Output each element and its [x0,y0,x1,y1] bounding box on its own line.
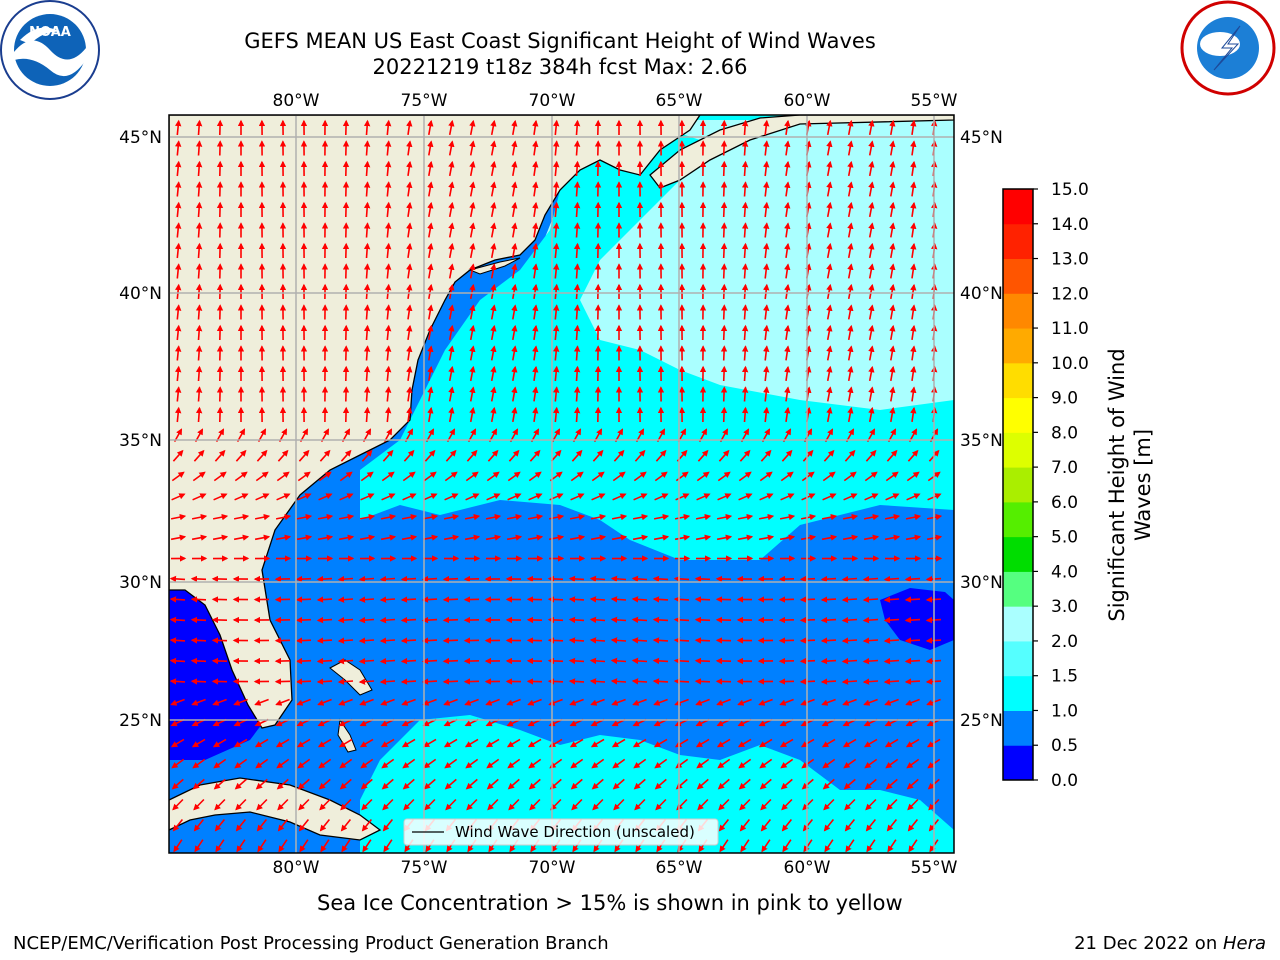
arrow-legend-label: Wind Wave Direction (unscaled) [455,823,695,841]
colorbar-tick-label: 14.0 [1051,215,1089,235]
colorbar-tick-label: 12.0 [1051,284,1089,304]
footer-right: 21 Dec 2022 on Hera [1074,933,1266,954]
colorbar-tick-label: 9.0 [1051,389,1078,409]
colorbar-tick-label: 3.0 [1051,597,1078,617]
land-cuba [169,777,382,841]
land-nova-scotia [649,115,954,189]
lat-label-right: 40°N [960,284,1003,304]
colorbar-segment [1003,675,1033,711]
footer-host: Hera [1222,933,1266,954]
wave-zone-deep-2 [169,585,265,760]
colorbar-segment [1003,571,1033,607]
map-gridlines [169,115,954,853]
svg-text:Waves [m]: Waves [m] [1131,429,1155,541]
colorbar-segment [1003,640,1033,677]
colorbar-segment [1003,397,1033,433]
colorbar: 0.0 0.5 1.0 1.5 2.0 3.0 4.0 5.0 6.0 7.0 8.0 9.0 10.0… [1002,180,1089,791]
colorbar-tick-label: 11.0 [1051,319,1089,339]
lat-label-right: 30°N [960,573,1003,593]
colorbar-segment [1003,467,1033,503]
arrow-legend: Wind Wave Direction (unscaled) [403,818,719,846]
colorbar-tick-label: 1.0 [1051,701,1078,721]
colorbar-tick-label: 1.5 [1051,667,1078,687]
colorbar-tick-label: 8.0 [1051,423,1078,443]
lon-label-top: 75°W [401,91,448,111]
sea-ice-caption: Sea Ice Concentration > 15% is shown in … [317,891,903,915]
colorbar-segment [1003,606,1033,642]
colorbar-segment [1003,189,1033,225]
colorbar-tick-label: 0.0 [1051,771,1078,791]
colorbar-segment [1003,501,1033,538]
lat-labels-right: 45°N 40°N 35°N 30°N 25°N [960,128,1003,731]
colorbar-tick-label: 5.0 [1051,528,1078,548]
colorbar-tick-label: 4.0 [1051,562,1078,582]
lon-label-bottom: 75°W [401,858,448,878]
lon-label-top: 70°W [529,91,576,111]
colorbar-label: Significant Height of Wind Waves [m] [1105,348,1155,621]
colorbar-tick-label: 7.0 [1051,458,1078,478]
lon-label-bottom: 65°W [656,858,703,878]
chart-title: GEFS MEAN US East Coast Significant Heig… [244,29,876,53]
lon-label-bottom: 80°W [273,858,320,878]
lon-label-bottom: 60°W [784,858,831,878]
svg-text:Significant Height of Wind: Significant Height of Wind [1105,348,1129,621]
svg-text:NOAA: NOAA [29,25,71,40]
lon-labels-bottom: 80°W 75°W 70°W 65°W 60°W 55°W [273,858,958,878]
chart-subtitle: 20221219 t18z 384h fcst Max: 2.66 [372,55,748,79]
colorbar-segment [1003,293,1033,329]
colorbar-segment [1003,258,1033,294]
lat-label-right: 35°N [960,431,1003,451]
lat-label-left: 25°N [119,711,162,731]
nws-logo [1180,0,1276,96]
map-area: 80°W 75°W 70°W 65°W 60°W 55°W 80°W 75°W 70°W 65°… [119,91,1003,878]
lon-label-bottom: 70°W [529,858,576,878]
lat-label-left: 45°N [119,128,162,148]
colorbar-segment [1003,223,1033,260]
colorbar-segment [1003,536,1033,572]
footer-left: NCEP/EMC/Verification Post Processing Pr… [13,933,609,954]
colorbar-tick-label: 13.0 [1051,250,1089,270]
lon-label-bottom: 55°W [911,858,958,878]
land-bahamas [329,659,373,696]
colorbar-tick-label: 15.0 [1051,180,1089,200]
lat-label-right: 25°N [960,711,1003,731]
noaa-logo: NOAA [0,0,100,100]
colorbar-segment [1003,745,1033,781]
land-bahamas-2 [337,718,357,753]
colorbar-tick-label: 6.0 [1051,493,1078,513]
map-frame [168,114,955,854]
colorbar-tick-label: 2.0 [1051,632,1078,652]
colorbar-segment [1003,432,1033,468]
lat-label-left: 30°N [119,573,162,593]
lon-label-top: 55°W [911,91,958,111]
lon-label-top: 65°W [656,91,703,111]
colorbar-segment [1003,710,1033,746]
colorbar-segment [1003,362,1033,399]
lat-labels-left: 45°N 40°N 35°N 30°N 25°N [119,128,162,731]
colorbar-segment [1003,328,1033,364]
lat-label-left: 35°N [119,431,162,451]
lat-label-left: 40°N [119,284,162,304]
lon-labels-top: 80°W 75°W 70°W 65°W 60°W 55°W [273,91,958,111]
colorbar-tick-label: 10.0 [1051,354,1089,374]
wind-wave-arrows [169,119,943,853]
lon-label-top: 60°W [784,91,831,111]
footer-date: 21 Dec 2022 on [1074,933,1223,954]
lon-label-top: 80°W [273,91,320,111]
lat-label-right: 45°N [960,128,1003,148]
colorbar-tick-label: 0.5 [1051,736,1078,756]
